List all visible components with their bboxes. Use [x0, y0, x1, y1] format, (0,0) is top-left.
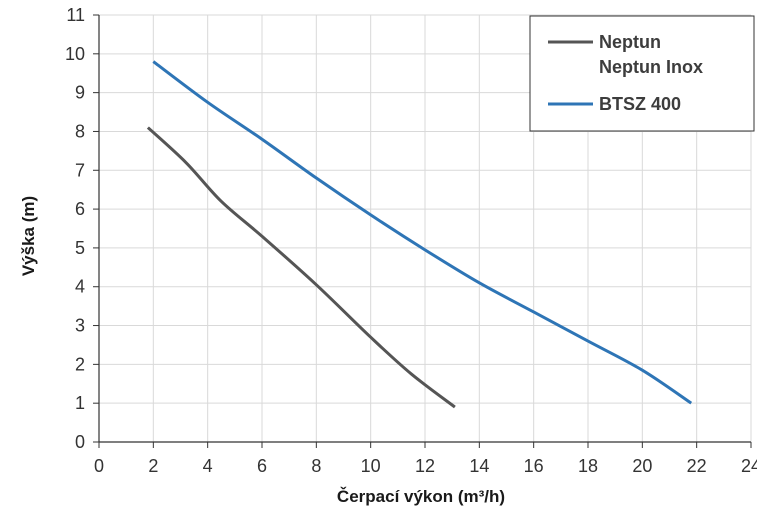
x-tick-label-4: 4 [203, 456, 213, 476]
y-tick-label-7: 7 [75, 160, 85, 180]
axes [93, 14, 752, 448]
y-tick-label-5: 5 [75, 238, 85, 258]
x-tick-label-0: 0 [94, 456, 104, 476]
y-tick-label-10: 10 [65, 44, 85, 64]
series-line-neptun [146, 126, 456, 409]
legend: Neptun Neptun Inox BTSZ 400 [529, 15, 755, 132]
x-tick-label-12: 12 [415, 456, 435, 476]
y-tick-label-0: 0 [75, 432, 85, 452]
x-tick-label-10: 10 [361, 456, 381, 476]
y-tick-label-3: 3 [75, 316, 85, 336]
x-tick-label-20: 20 [632, 456, 652, 476]
y-tick-label-11: 11 [66, 5, 85, 25]
x-tick-label-14: 14 [469, 456, 489, 476]
x-tick-label-6: 6 [257, 456, 267, 476]
y-axis-title: Výška (m) [19, 196, 38, 276]
series-lines [146, 60, 693, 409]
y-tick-label-4: 4 [75, 277, 85, 297]
x-axis-title: Čerpací výkon (m³/h) [337, 487, 505, 506]
x-tick-label-22: 22 [687, 456, 707, 476]
legend-label-neptun-inox: Neptun Inox [599, 57, 703, 77]
legend-box [529, 15, 755, 132]
x-tick-label-16: 16 [524, 456, 544, 476]
y-tick-label-1: 1 [75, 393, 85, 413]
series-line-btsz-400 [152, 60, 693, 405]
x-tick-label-2: 2 [148, 456, 158, 476]
legend-label-neptun: Neptun [599, 32, 661, 52]
y-tick-label-8: 8 [75, 121, 85, 141]
x-tick-label-18: 18 [578, 456, 598, 476]
y-tick-label-2: 2 [75, 354, 85, 374]
x-tick-label-8: 8 [311, 456, 321, 476]
y-tick-label-6: 6 [75, 199, 85, 219]
y-tick-label-9: 9 [75, 83, 85, 103]
x-tick-label-24: 24 [741, 456, 757, 476]
legend-label-btsz-400: BTSZ 400 [599, 94, 681, 114]
